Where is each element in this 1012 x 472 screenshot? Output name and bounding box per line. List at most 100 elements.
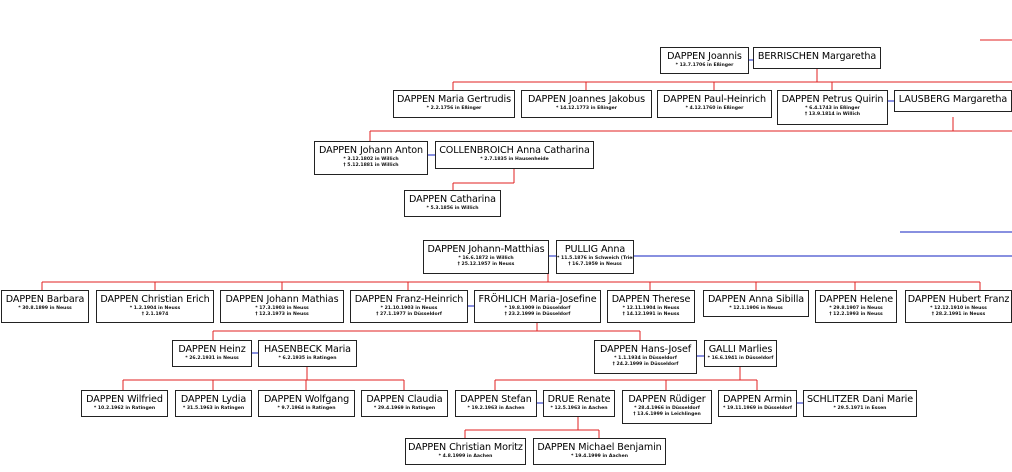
person-name: DAPPEN Christian Erich bbox=[100, 294, 210, 305]
person-name: DAPPEN Petrus Quirin bbox=[781, 94, 884, 105]
person-detail: * 4.12.1760 in Eßinger bbox=[685, 106, 744, 111]
person-box: DAPPEN Stefan * 19.2.1963 in Aachen bbox=[455, 390, 537, 417]
person-detail: * 14.12.1773 in Eßinger bbox=[555, 106, 618, 111]
person-detail: † 24.2.1999 in Düsseldorf bbox=[612, 361, 679, 367]
person-box: DAPPEN Barbara * 30.8.1899 in Neuss bbox=[1, 290, 89, 323]
person-name: DAPPEN Wilfried bbox=[86, 394, 163, 405]
person-detail: * 6.4.1743 in Eßinger bbox=[805, 106, 860, 111]
person-name: DAPPEN Therese bbox=[611, 294, 691, 305]
person-name: DAPPEN Wolfgang bbox=[263, 394, 350, 405]
person-detail: † 14.12.1991 in Neuss bbox=[622, 311, 680, 317]
person-name: DAPPEN Michael Benjamin bbox=[537, 442, 662, 453]
person-detail: * 2.2.1756 in Eßinger bbox=[426, 106, 482, 111]
person-box: DAPPEN Johann Anton * 3.12.1802 in Willic… bbox=[314, 141, 428, 175]
person-name: DAPPEN Joannis bbox=[667, 51, 742, 62]
person-detail: * 12.12.1910 in Neuss bbox=[930, 306, 987, 311]
person-name: DAPPEN Franz-Heinrich bbox=[354, 294, 464, 305]
person-name: DAPPEN Rüdiger bbox=[628, 394, 706, 405]
person-box: PULLIG Anna * 11.5.1876 in Schweich (Trie… bbox=[556, 240, 634, 274]
person-detail: * 12.11.1904 in Neuss bbox=[622, 306, 680, 311]
person-detail: * 17.3.1903 in Neuss bbox=[255, 306, 309, 311]
person-box: LAUSBERG Margaretha bbox=[894, 90, 1012, 112]
person-detail: * 5.3.1856 in Willich bbox=[426, 206, 479, 211]
person-box: DAPPEN Heinz * 26.2.1931 in Neuss bbox=[172, 340, 252, 367]
person-box: DAPPEN Christian Erich * 1.2.1904 in Neus… bbox=[96, 290, 214, 323]
person-detail: * 6.2.1935 in Ratingen bbox=[278, 356, 337, 361]
person-name: GALLI Marlies bbox=[708, 344, 773, 355]
couple-lines bbox=[251, 59, 1012, 404]
person-detail: * 13.7.1706 in Eßinger bbox=[675, 63, 734, 68]
person-name: DAPPEN Maria Gertrudis bbox=[397, 94, 511, 105]
person-name: DAPPEN Catharina bbox=[409, 194, 496, 205]
person-detail: * 29.5.1971 in Essen bbox=[833, 406, 887, 411]
person-detail: † 23.2.1999 in Düsseldorf bbox=[504, 311, 571, 317]
person-name: DRUE Renate bbox=[547, 394, 611, 405]
person-detail: * 16.6.1872 in Willich bbox=[458, 256, 514, 261]
person-name: DAPPEN Helene bbox=[818, 294, 893, 305]
person-detail: * 26.2.1931 in Neuss bbox=[185, 356, 239, 361]
person-box: HASENBECK Maria * 6.2.1935 in Ratingen bbox=[258, 340, 357, 367]
person-box: DAPPEN Anna Sibilla * 12.1.1906 in Neuss bbox=[703, 290, 809, 317]
person-name: BERRISCHEN Margaretha bbox=[757, 51, 877, 62]
person-detail: * 1.2.1904 in Neuss bbox=[129, 306, 181, 311]
person-name: DAPPEN Anna Sibilla bbox=[707, 294, 805, 305]
person-detail: † 12.3.1973 in Neuss bbox=[255, 311, 309, 317]
person-name: DAPPEN Claudia bbox=[366, 394, 443, 405]
person-box: DAPPEN Claudia * 29.4.1969 in Ratingen bbox=[361, 390, 448, 417]
person-box: DAPPEN Johann Mathias * 17.3.1903 in Neus… bbox=[220, 290, 344, 323]
person-box: DAPPEN Lydia * 31.5.1963 in Ratingen bbox=[175, 390, 252, 417]
person-detail: * 30.8.1899 in Neuss bbox=[18, 306, 72, 311]
person-box: DAPPEN Helene * 29.8.1907 in Neuss † 12.2.… bbox=[815, 290, 897, 323]
person-name: DAPPEN Johann-Matthias bbox=[427, 244, 545, 255]
person-name: DAPPEN Lydia bbox=[180, 394, 247, 405]
person-name: LAUSBERG Margaretha bbox=[898, 94, 1008, 105]
person-detail: † 13.6.1999 in Leichlingen bbox=[633, 411, 701, 417]
person-name: DAPPEN Armin bbox=[723, 394, 792, 405]
person-detail: † 16.7.1959 in Neuss bbox=[568, 261, 622, 267]
person-detail: * 28.4.1966 in Düsseldorf bbox=[634, 406, 700, 411]
person-detail: * 31.5.1963 in Ratingen bbox=[182, 406, 245, 411]
person-box: DAPPEN Joannes Jakobus * 14.12.1773 in Eß… bbox=[521, 90, 652, 118]
person-name: DAPPEN Paul-Heinrich bbox=[663, 94, 766, 105]
person-box: DAPPEN Christian Moritz * 4.8.1999 in Aac… bbox=[405, 438, 526, 465]
person-name: SCHLITZER Dani Marie bbox=[806, 394, 914, 405]
person-detail: * 29.4.1969 in Ratingen bbox=[373, 406, 436, 411]
person-detail: * 9.7.1964 in Ratingen bbox=[277, 406, 336, 411]
person-detail: * 12.5.1963 in Aachen bbox=[550, 406, 608, 411]
person-name: DAPPEN Barbara bbox=[5, 294, 85, 305]
person-detail: * 11.5.1876 in Schweich (Trier) bbox=[557, 256, 634, 261]
person-box: DAPPEN Armin * 19.11.1969 in Düsseldorf bbox=[718, 390, 797, 417]
person-detail: * 1.1.1934 in Düsseldorf bbox=[614, 356, 677, 361]
person-detail: * 12.1.1906 in Neuss bbox=[729, 306, 783, 311]
person-box: FRÖHLICH Maria-Josefine * 19.8.1909 in Dü… bbox=[474, 290, 601, 323]
person-name: DAPPEN Johann Mathias bbox=[225, 294, 339, 305]
person-box: DAPPEN Michael Benjamin * 19.4.1999 in Aa… bbox=[533, 438, 666, 465]
person-box: SCHLITZER Dani Marie * 29.5.1971 in Essen bbox=[803, 390, 917, 417]
person-name: COLLENBROICH Anna Catharina bbox=[439, 145, 590, 156]
person-box: DAPPEN Paul-Heinrich * 4.12.1760 in Eßing… bbox=[657, 90, 772, 118]
person-box: DAPPEN Catharina * 5.3.1856 in Willich bbox=[404, 190, 501, 217]
person-name: FRÖHLICH Maria-Josefine bbox=[478, 294, 597, 305]
person-detail: * 3.12.1802 in Willich bbox=[343, 157, 399, 162]
person-name: DAPPEN Hans-Josef bbox=[599, 344, 692, 355]
person-detail: * 2.7.1835 in Hausenheide bbox=[480, 157, 549, 162]
person-detail: † 13.9.1814 in Willich bbox=[804, 111, 861, 117]
person-box: DAPPEN Therese * 12.11.1904 in Neuss † 14.… bbox=[607, 290, 695, 323]
person-detail: † 5.12.1881 in Willich bbox=[343, 162, 399, 168]
person-detail: * 19.4.1999 in Aachen bbox=[571, 454, 628, 459]
person-box: DAPPEN Joannis * 13.7.1706 in Eßinger bbox=[660, 47, 749, 74]
person-box: GALLI Marlies * 16.6.1941 in Düsseldorf bbox=[704, 340, 777, 367]
person-detail: * 19.11.1969 in Düsseldorf bbox=[722, 406, 793, 411]
person-box: COLLENBROICH Anna Catharina * 2.7.1835 in… bbox=[435, 141, 594, 169]
person-box: DAPPEN Hans-Josef * 1.1.1934 in Düsseldor… bbox=[594, 340, 697, 374]
person-box: DRUE Renate * 12.5.1963 in Aachen bbox=[543, 390, 615, 417]
person-name: HASENBECK Maria bbox=[264, 344, 351, 355]
person-name: DAPPEN Hubert Franz bbox=[907, 294, 1010, 305]
person-detail: * 4.8.1999 in Aachen bbox=[438, 454, 493, 459]
person-box: BERRISCHEN Margaretha bbox=[753, 47, 881, 69]
person-box: DAPPEN Franz-Heinrich * 21.10.1903 in Neu… bbox=[350, 290, 468, 323]
person-box: DAPPEN Wilfried * 10.2.1962 in Ratingen bbox=[81, 390, 168, 417]
person-detail: * 16.6.1941 in Düsseldorf bbox=[707, 356, 774, 361]
person-detail: * 19.8.1909 in Düsseldorf bbox=[504, 306, 571, 311]
